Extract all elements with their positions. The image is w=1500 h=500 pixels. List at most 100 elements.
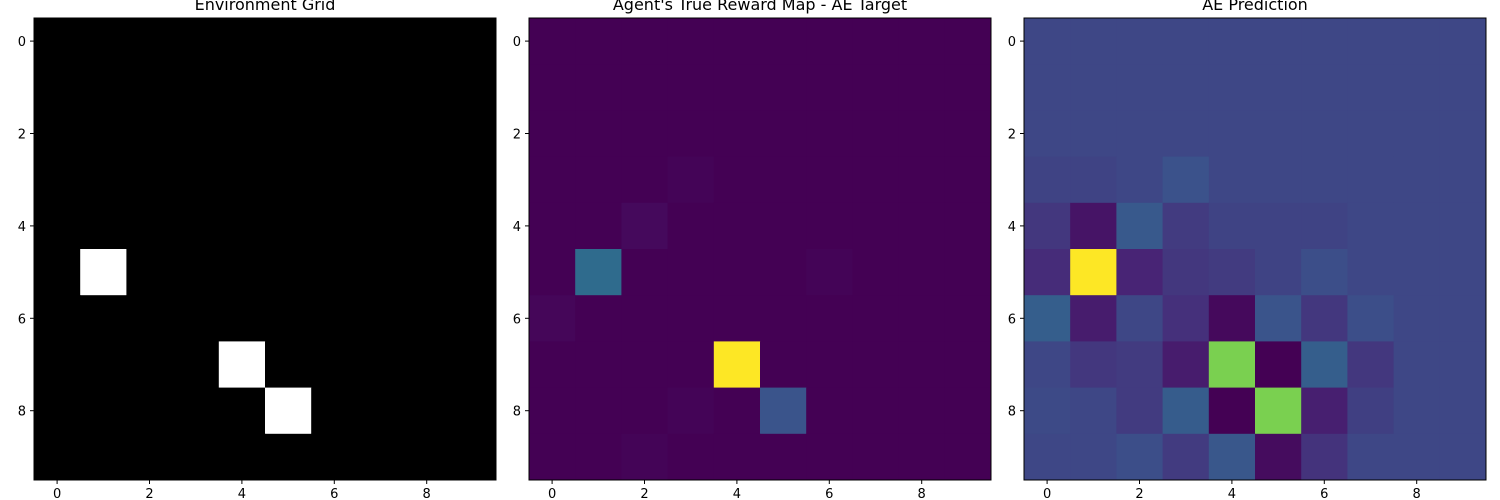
heatmap-cell xyxy=(1393,295,1441,342)
heatmap-cell xyxy=(357,249,405,296)
heatmap-cell xyxy=(806,110,853,158)
axes-frame xyxy=(1023,17,1487,481)
heatmap-cell xyxy=(1116,110,1164,158)
heatmap-panel-1: Environment Grid 0 2 4 6 8 0 2 4 6 8 xyxy=(18,0,497,500)
heatmap-cell xyxy=(218,433,266,481)
heatmap-cell xyxy=(1116,387,1164,435)
heatmap-cell xyxy=(944,387,992,435)
heatmap-cell xyxy=(1070,433,1117,481)
x-tick-label: 6 xyxy=(330,487,338,500)
heatmap-cell xyxy=(1301,18,1348,65)
heatmap-cell xyxy=(1301,249,1348,296)
heatmap-cell xyxy=(621,295,669,342)
heatmap-cell xyxy=(1116,202,1164,250)
heatmap-cell xyxy=(1024,387,1071,435)
axes-frame xyxy=(528,17,992,481)
heatmap-cell xyxy=(1439,18,1487,65)
heatmap-cell xyxy=(944,295,992,342)
heatmap-cell xyxy=(218,249,266,296)
heatmap-cell xyxy=(34,202,81,250)
heatmap-cell xyxy=(218,64,266,111)
heatmap-cell xyxy=(311,387,358,435)
heatmap-cell xyxy=(1439,249,1487,296)
heatmap-cell xyxy=(575,64,622,111)
heatmap-cell xyxy=(1255,110,1302,158)
heatmap-cell xyxy=(1070,110,1117,158)
heatmap-panel-2: Agent's True Reward Map - AE Target 0 2 4 6 8… xyxy=(513,0,992,500)
heatmap-cell xyxy=(760,433,807,481)
x-tick-label: 8 xyxy=(1413,487,1421,500)
heatmap-cell xyxy=(1208,341,1256,389)
heatmap-cell xyxy=(806,64,853,111)
y-tick-label: 6 xyxy=(513,312,521,327)
chart-title: Agent's True Reward Map - AE Target xyxy=(613,0,907,14)
heatmap-cell xyxy=(80,156,127,204)
heatmap-cell xyxy=(713,295,761,342)
heatmap-cell xyxy=(621,341,669,389)
heatmap-cell xyxy=(852,249,900,296)
heatmap-cell xyxy=(621,110,669,158)
heatmap-cell xyxy=(1070,295,1117,342)
heatmap-cell xyxy=(265,64,312,111)
heatmap-cell xyxy=(1393,433,1441,481)
heatmap-cell xyxy=(1347,110,1395,158)
heatmap-cell xyxy=(1347,387,1395,435)
heatmap-cell xyxy=(667,18,715,65)
heatmap-cell xyxy=(898,341,946,389)
heatmap-cell xyxy=(34,295,81,342)
heatmap-cell xyxy=(34,156,81,204)
heatmap-cell xyxy=(1301,156,1348,204)
heatmap-cell xyxy=(1208,202,1256,250)
heatmap-cell xyxy=(172,387,220,435)
heatmap-cell xyxy=(852,433,900,481)
heatmap-cell xyxy=(34,341,81,389)
heatmap-cell xyxy=(575,18,622,65)
heatmap-cell xyxy=(852,202,900,250)
heatmap-cell xyxy=(311,110,358,158)
heatmap-cell xyxy=(1070,18,1117,65)
heatmap-cell xyxy=(898,202,946,250)
heatmap-cell xyxy=(713,249,761,296)
heatmap-cell xyxy=(357,110,405,158)
heatmap-cell xyxy=(529,64,576,111)
heatmap-cell xyxy=(621,249,669,296)
heatmap-cell xyxy=(449,202,497,250)
heatmap-cell xyxy=(1116,156,1164,204)
heatmap-cell xyxy=(80,341,127,389)
heatmap-cell xyxy=(449,18,497,65)
heatmap-cell xyxy=(1116,64,1164,111)
heatmap-cell xyxy=(944,433,992,481)
heatmap-cell xyxy=(357,387,405,435)
heatmap-cell xyxy=(944,18,992,65)
chart-title: Environment Grid xyxy=(195,0,336,14)
heatmap-cell xyxy=(126,18,174,65)
heatmap-cell xyxy=(621,433,669,481)
heatmap-cell xyxy=(944,249,992,296)
heatmap-cell xyxy=(1208,249,1256,296)
heatmap-cell xyxy=(898,18,946,65)
heatmap-cell xyxy=(1347,202,1395,250)
heatmap-cell xyxy=(1255,295,1302,342)
heatmap-cell xyxy=(1208,64,1256,111)
heatmap-cell xyxy=(1393,18,1441,65)
heatmap-cell xyxy=(806,295,853,342)
heatmap-cell xyxy=(667,156,715,204)
heatmap-cell xyxy=(667,202,715,250)
heatmap-cell xyxy=(449,433,497,481)
heatmap-cell xyxy=(265,202,312,250)
heatmap-cell xyxy=(667,64,715,111)
heatmap-cell xyxy=(806,18,853,65)
heatmap-cell xyxy=(403,64,451,111)
y-tick-label: 0 xyxy=(18,35,26,50)
heatmap-cell xyxy=(218,18,266,65)
heatmap-panel-3: AE Prediction 0 2 4 6 8 0 2 4 6 8 xyxy=(1008,0,1487,500)
y-tick-label: 2 xyxy=(513,128,521,143)
heatmap-cell xyxy=(403,295,451,342)
heatmap-cell xyxy=(621,156,669,204)
heatmap-cell xyxy=(852,64,900,111)
heatmap-cell xyxy=(449,64,497,111)
heatmap-cell xyxy=(311,295,358,342)
y-tick-label: 8 xyxy=(513,405,521,420)
heatmap-cell xyxy=(1347,156,1395,204)
heatmap-cell xyxy=(1255,249,1302,296)
